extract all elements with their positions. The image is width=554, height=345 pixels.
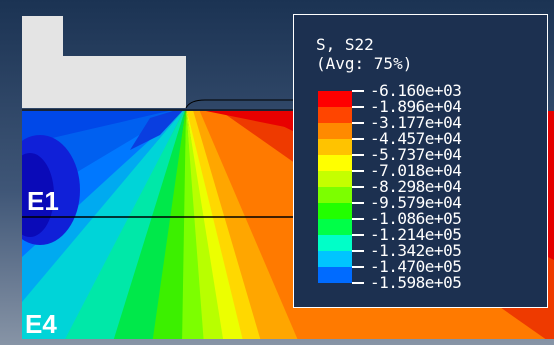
corner-fillet (185, 99, 300, 109)
legend-swatch (318, 107, 352, 123)
legend-tick (352, 122, 364, 124)
legend-tick (352, 282, 364, 284)
legend-swatch (318, 91, 352, 107)
legend-swatch (318, 203, 352, 219)
legend-value: -6.160e+03 (370, 81, 462, 100)
legend-value: -7.018e+04 (370, 161, 462, 180)
legend-averaging: (Avg: 75%) (316, 54, 413, 73)
legend-tick (352, 186, 364, 188)
legend-swatch (318, 139, 352, 155)
loading-block (22, 16, 186, 108)
legend-value: -4.457e+04 (370, 129, 462, 148)
legend-value: -1.470e+05 (370, 257, 462, 276)
legend-value: -8.298e+04 (370, 177, 462, 196)
legend-tick (352, 234, 364, 236)
region-label-e1: E1 (27, 186, 59, 216)
legend-tick (352, 154, 364, 156)
legend-tick (352, 170, 364, 172)
legend-swatch (318, 123, 352, 139)
legend-value: -3.177e+04 (370, 113, 462, 132)
legend-tick (352, 90, 364, 92)
legend-swatch (318, 219, 352, 235)
legend-tick (352, 218, 364, 220)
legend-swatch (318, 155, 352, 171)
legend-swatch (318, 187, 352, 203)
region-label-e4: E4 (25, 309, 57, 339)
legend-value: -1.214e+05 (370, 225, 462, 244)
legend-value: -9.579e+04 (370, 193, 462, 212)
legend-value: -5.737e+04 (370, 145, 462, 164)
legend-tick (352, 250, 364, 252)
legend-tick (352, 138, 364, 140)
legend-value: -1.342e+05 (370, 241, 462, 260)
legend-swatch (318, 251, 352, 267)
legend-tick (352, 202, 364, 204)
contour-plot (22, 111, 554, 339)
legend-tick (352, 266, 364, 268)
legend-value: -1.086e+05 (370, 209, 462, 228)
legend-panel: S, S22 (Avg: 75%) -6.160e+03 -1.896e+04 -3… (293, 14, 548, 308)
legend-value: -1.896e+04 (370, 97, 462, 116)
legend-swatch (318, 267, 352, 283)
legend-swatch (318, 171, 352, 187)
legend-tick (352, 106, 364, 108)
legend-variable: S, S22 (316, 35, 374, 54)
legend-swatch (318, 235, 352, 251)
legend-value: -1.598e+05 (370, 273, 462, 292)
